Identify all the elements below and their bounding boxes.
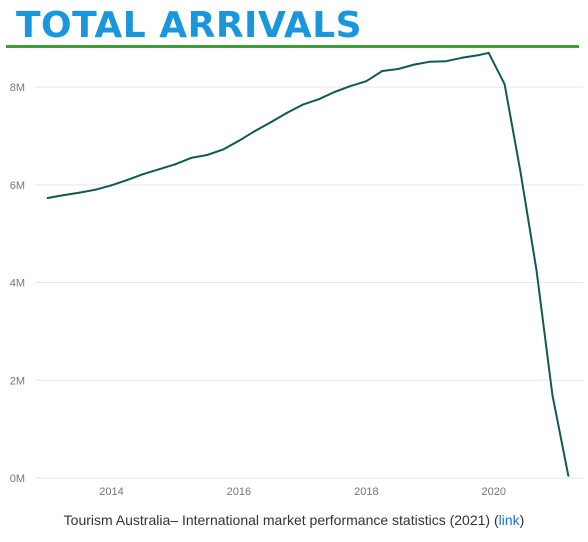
x-tick-label: 2020 [482, 486, 506, 498]
data-point [503, 83, 506, 86]
source-text: Tourism Australia– International market … [63, 512, 499, 528]
y-tick-label: 6M [10, 180, 25, 192]
data-point [519, 171, 522, 174]
x-tick-label: 2016 [227, 486, 251, 498]
data-point [269, 121, 272, 124]
data-point [190, 156, 193, 159]
y-tick-label: 8M [10, 82, 25, 94]
data-point [46, 197, 49, 200]
x-tick-label: 2018 [354, 486, 378, 498]
data-point [285, 111, 288, 114]
data-point [174, 163, 177, 166]
data-point [487, 51, 490, 54]
data-point [142, 173, 145, 176]
x-axis-tick-labels: 2014 2016 2018 2020 [99, 486, 506, 498]
y-axis-tick-labels: 0M 2M 4M 6M 8M [10, 82, 25, 485]
data-point [317, 98, 320, 101]
data-point [365, 80, 368, 83]
data-point [78, 191, 81, 194]
source-close-paren: ) [519, 512, 525, 528]
data-point [551, 393, 554, 396]
data-point [301, 103, 304, 106]
line-chart: 0M 2M 4M 6M 8M 2014 2016 2018 2020 [10, 51, 583, 498]
data-point [158, 168, 161, 171]
data-point [237, 139, 240, 142]
data-point [221, 148, 224, 151]
data-point [349, 85, 352, 88]
data-point [476, 54, 479, 57]
data-point [381, 69, 384, 72]
y-tick-label: 2M [10, 375, 25, 387]
data-point [126, 178, 129, 181]
source-link[interactable]: link [498, 512, 520, 528]
chart-title: TOTAL ARRIVALS [16, 5, 363, 46]
source-caption: Tourism Australia– International market … [0, 512, 588, 528]
data-point [429, 60, 432, 63]
y-tick-label: 4M [10, 278, 25, 290]
data-point [445, 60, 447, 63]
data-point [206, 154, 209, 157]
data-point [333, 90, 336, 93]
y-tick-label: 0M [10, 473, 25, 485]
data-point [397, 68, 400, 71]
series-line [46, 51, 570, 477]
gridlines [35, 86, 583, 479]
data-point [567, 474, 570, 477]
title-divider [6, 45, 579, 48]
data-point [94, 188, 97, 191]
x-tick-label: 2014 [99, 486, 123, 498]
data-point [62, 194, 65, 197]
data-point [535, 269, 538, 272]
data-point [253, 130, 256, 133]
data-point [110, 184, 113, 187]
series-layer [46, 51, 570, 477]
data-point [460, 56, 463, 59]
data-point [413, 63, 416, 66]
